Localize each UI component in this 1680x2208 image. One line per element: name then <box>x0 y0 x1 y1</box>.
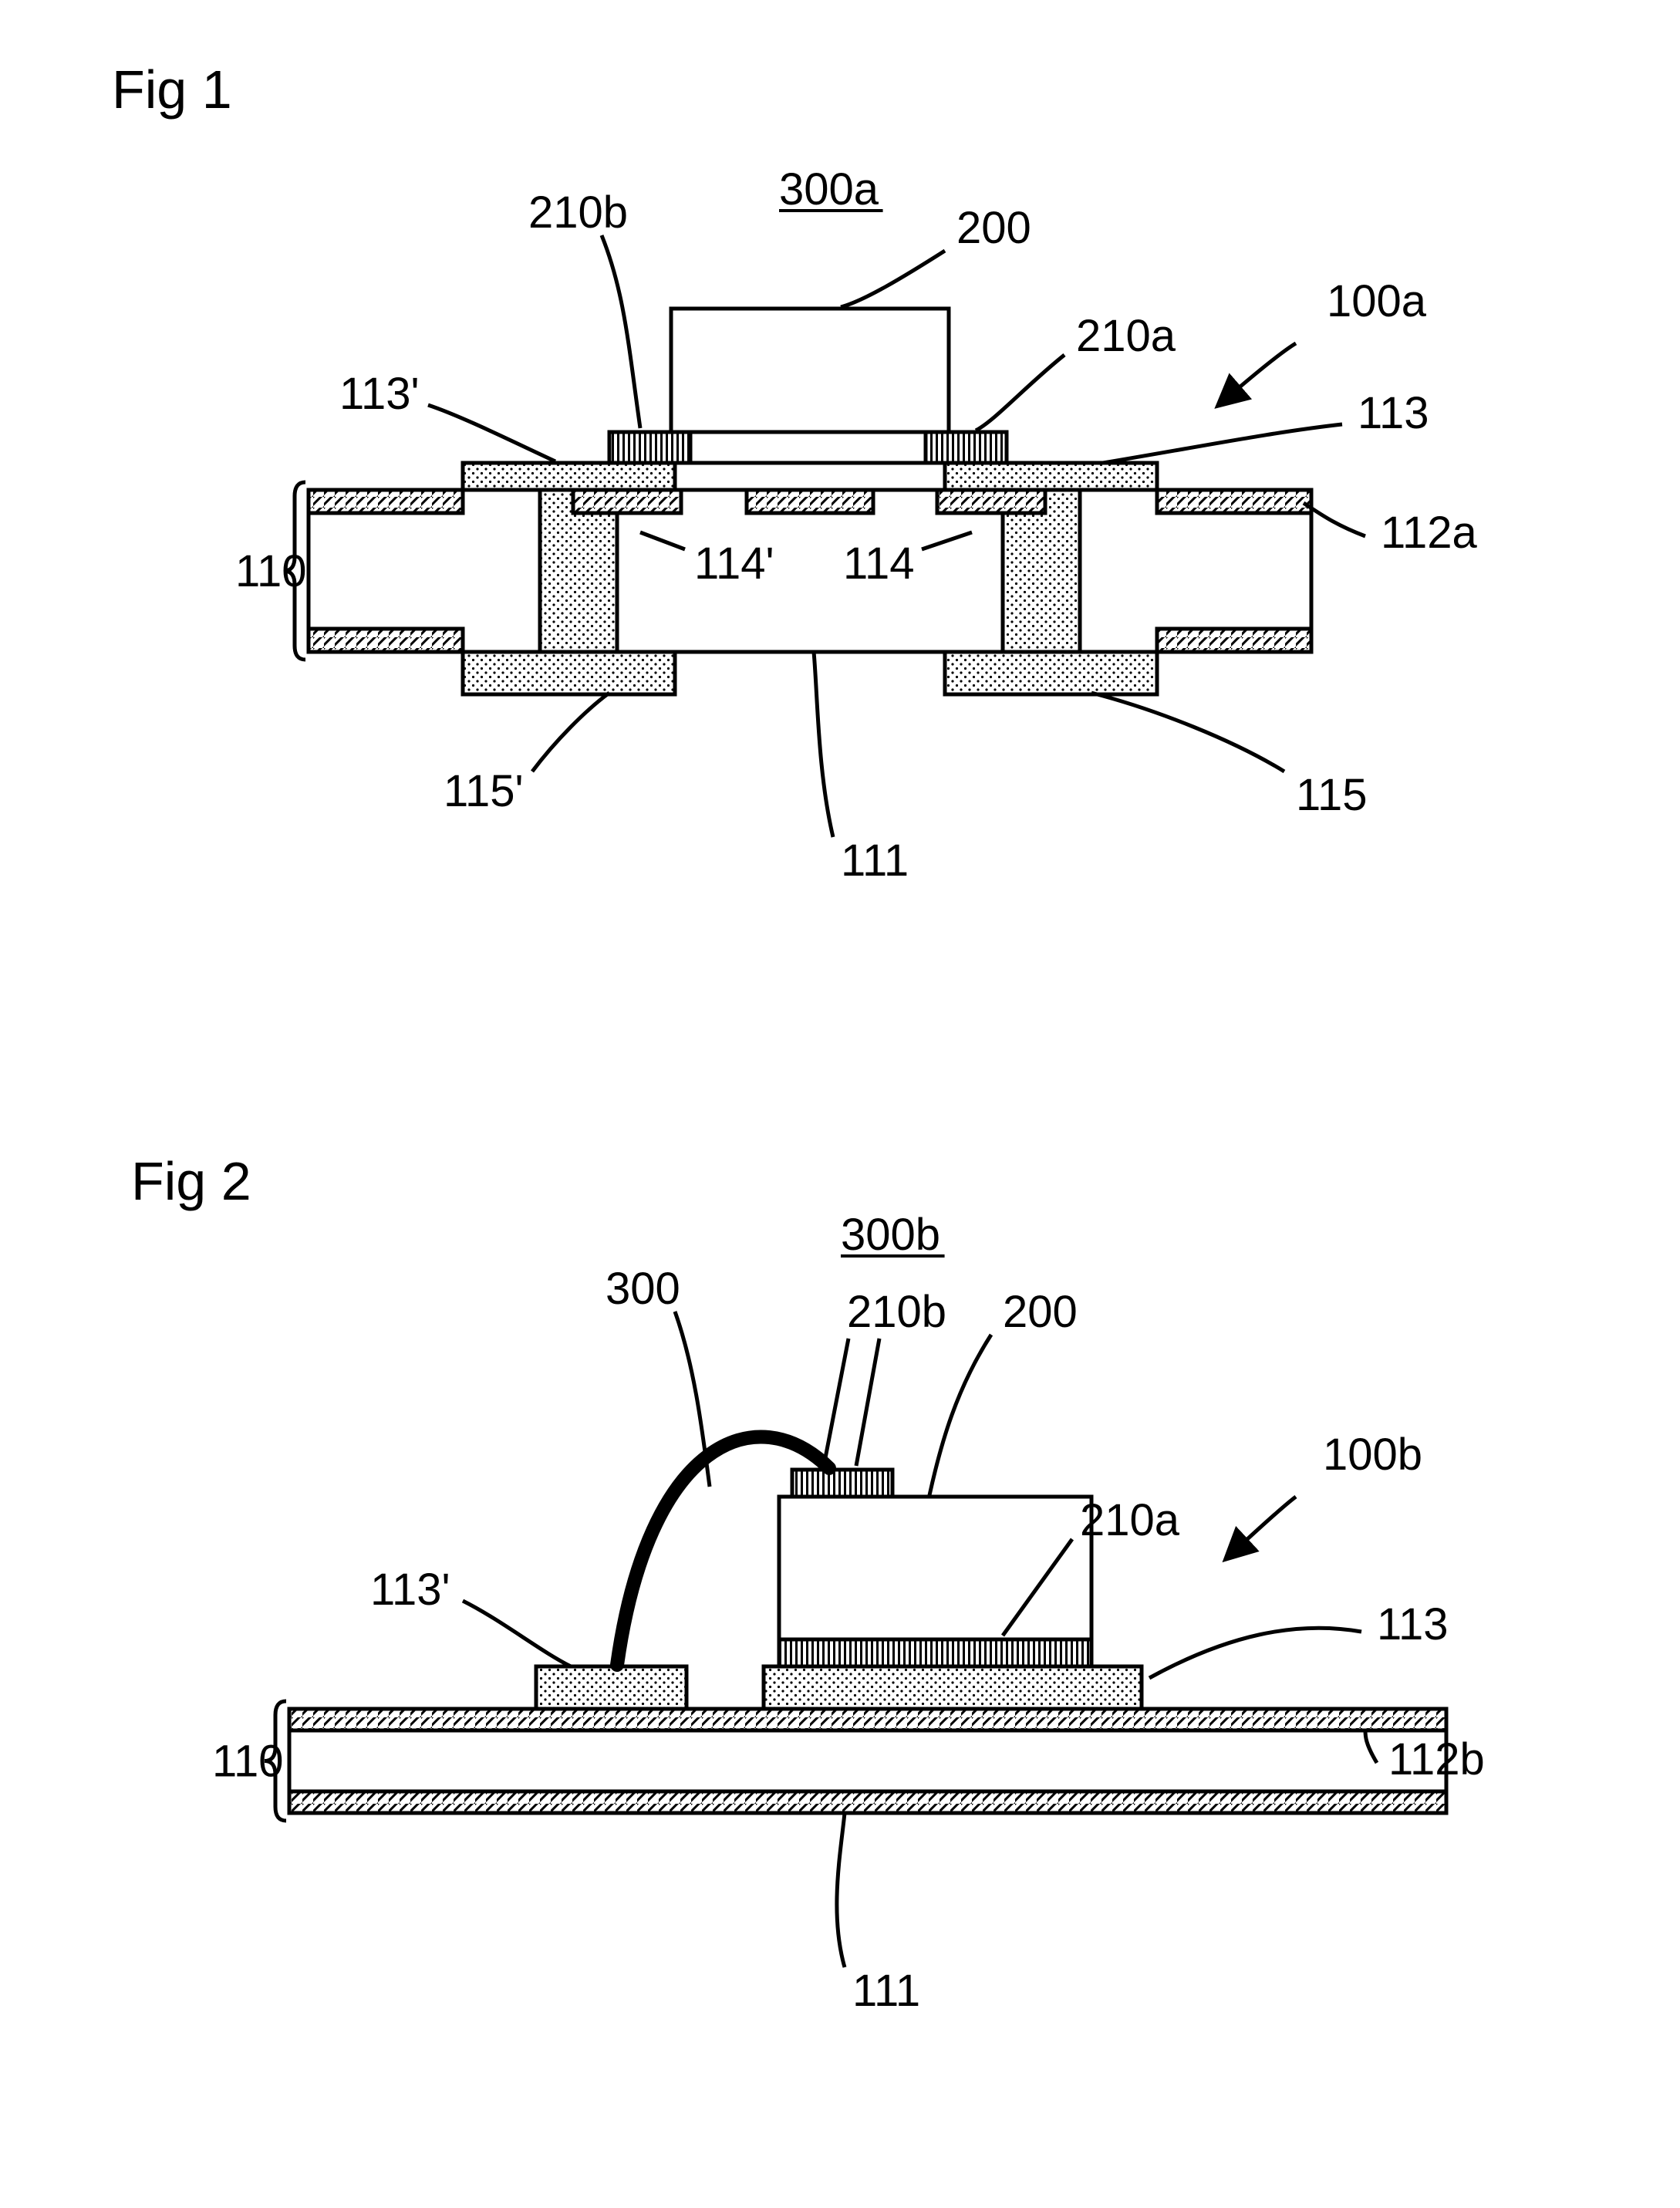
pad-113p <box>463 463 675 490</box>
chip-200 <box>779 1497 1091 1639</box>
top-metal-strip-2 <box>747 490 873 513</box>
lead-200-label: 200 <box>1003 1287 1078 1337</box>
electrode-210b <box>792 1470 892 1497</box>
pad-113 <box>764 1666 1142 1709</box>
lead-113p <box>428 405 555 461</box>
lead-111 <box>814 652 833 837</box>
pad-113 <box>945 463 1157 490</box>
lead-210a-label: 210a <box>1076 311 1176 361</box>
lead-100b-arrow <box>1226 1497 1296 1558</box>
lead-100b-label: 100b <box>1323 1430 1422 1480</box>
lead-210b-label: 210b <box>528 187 628 238</box>
top-metal-strip-1 <box>573 490 681 513</box>
lead-210b-label: 210b <box>847 1287 946 1337</box>
lead-113p <box>463 1601 571 1666</box>
top-metal-112b <box>289 1709 1446 1730</box>
lead-200 <box>841 251 945 307</box>
lead-113 <box>1149 1628 1361 1678</box>
bot-metal-strip-0 <box>309 629 463 652</box>
lead-113 <box>1103 424 1342 463</box>
lead-112a-label: 112a <box>1381 508 1477 558</box>
pad-115 <box>945 652 1157 694</box>
fig1-title: Fig 1 <box>112 59 232 120</box>
electrode-210a <box>779 1639 1091 1666</box>
lead-111-label: 111 <box>841 836 909 886</box>
bot-metal <box>289 1791 1446 1813</box>
lead-115 <box>1091 693 1284 771</box>
electrode-210b <box>609 432 690 463</box>
lead-115p <box>532 693 609 771</box>
fig2-ref-300b: 300b <box>841 1210 940 1260</box>
lead-100a-label: 100a <box>1327 276 1427 326</box>
lead-200 <box>929 1335 991 1495</box>
lead-113p-label: 113' <box>370 1565 450 1615</box>
lead-113p-label: 113' <box>339 369 420 419</box>
lead-111 <box>837 1813 845 1967</box>
lead-113-label: 113 <box>1358 388 1429 438</box>
lead-100a-arrow <box>1219 343 1296 405</box>
top-metal-strip-3 <box>937 490 1045 513</box>
brace-110-label: 110 <box>212 1737 283 1787</box>
lead-112b-label: 112b <box>1388 1734 1485 1784</box>
lead-115-label: 115 <box>1296 770 1367 820</box>
top-metal-strip-0 <box>309 490 463 513</box>
lead-300-label: 300 <box>606 1264 680 1314</box>
lead-210b <box>824 1339 879 1466</box>
lead-210a-label: 210a <box>1080 1495 1180 1545</box>
fig1-ref-300a: 300a <box>779 164 879 214</box>
pad-113p <box>536 1666 687 1709</box>
brace-110-label: 110 <box>235 546 306 596</box>
lead-114p-label: 114' <box>694 538 774 589</box>
lead-200-label: 200 <box>956 203 1031 253</box>
bot-metal-strip-1 <box>1157 629 1311 652</box>
lead-111-label: 111 <box>852 1966 920 2016</box>
lead-114-label: 114 <box>843 538 914 589</box>
lead-113-label: 113 <box>1377 1599 1448 1649</box>
chip-200 <box>671 309 949 432</box>
fig2-title: Fig 2 <box>131 1151 251 1211</box>
top-metal-strip-4 <box>1157 490 1311 513</box>
lead-210b <box>602 235 640 428</box>
electrode-210a <box>926 432 1007 463</box>
lead-115p-label: 115' <box>444 766 524 816</box>
pad-115p <box>463 652 675 694</box>
lead-210a <box>976 355 1064 430</box>
